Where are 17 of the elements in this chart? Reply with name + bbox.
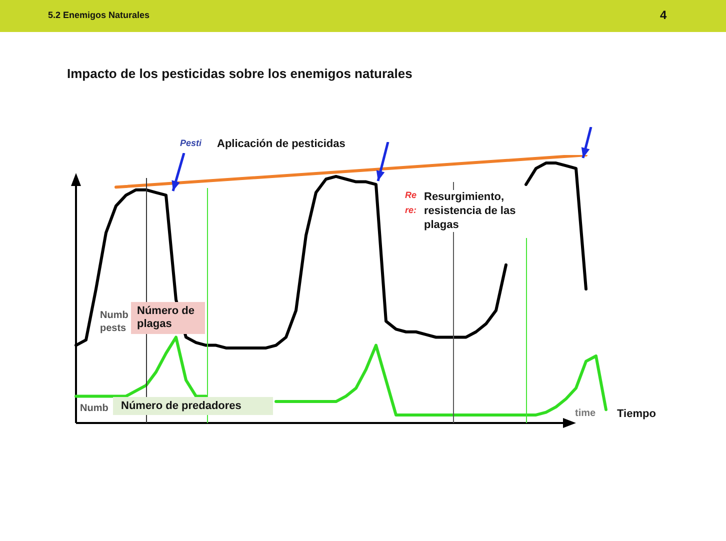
series-label: Número de plagas xyxy=(137,305,196,331)
text: Tiempo xyxy=(617,408,656,420)
text: 5.2 Enemigos Naturales xyxy=(48,10,150,20)
text: Aplicación de pesticidas xyxy=(217,138,346,150)
label-box: Número de plagas xyxy=(131,302,205,334)
annotation: Resurgimiento, resistencia de las plagas xyxy=(424,190,539,232)
label-box: Número de predadores xyxy=(113,397,273,415)
text: Pesti xyxy=(180,138,202,148)
annotation: re: xyxy=(405,205,417,215)
annotation: Numb xyxy=(100,310,128,321)
annotation: Re xyxy=(405,190,417,200)
series-label: Número de predadores xyxy=(121,400,242,412)
annotation: pests xyxy=(100,323,126,334)
annotation: time xyxy=(575,408,596,419)
text: 4 xyxy=(660,8,667,22)
annotation: Numb xyxy=(80,403,108,414)
chart-title: Impacto de los pesticidas sobre los enemigos naturales xyxy=(67,66,412,81)
